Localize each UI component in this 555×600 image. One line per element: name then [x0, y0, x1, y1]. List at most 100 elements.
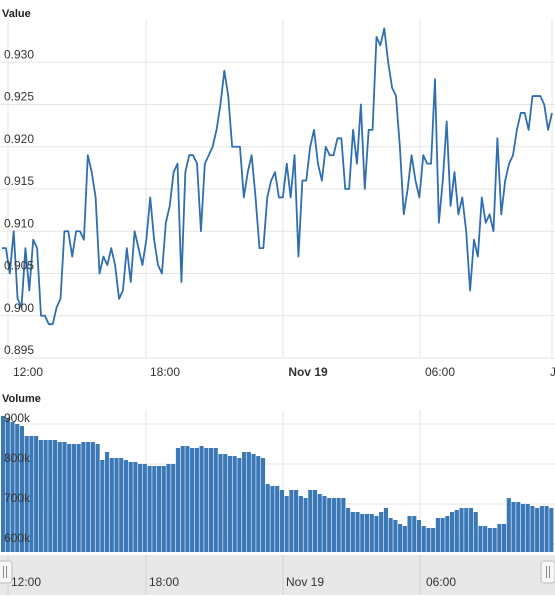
- volume-bar: [24, 436, 29, 552]
- volume-bar: [161, 466, 166, 552]
- volume-bar: [119, 458, 124, 552]
- navigator-right-handle-grip[interactable]: [540, 560, 555, 584]
- volume-bar: [246, 452, 251, 552]
- volume-bar: [227, 456, 232, 552]
- value-y-tick-label: 0.925: [4, 90, 34, 104]
- volume-bar: [364, 514, 370, 552]
- value-x-tick-label: 06:00: [425, 365, 455, 379]
- volume-bar: [511, 502, 516, 552]
- volume-bar: [152, 466, 157, 552]
- volume-bar: [5, 418, 10, 552]
- volume-bar: [360, 514, 365, 552]
- volume-bar: [34, 436, 39, 552]
- value-y-tick-label: 0.910: [4, 216, 34, 230]
- volume-bar: [76, 444, 81, 552]
- navigator-left-handle[interactable]: [0, 560, 13, 584]
- volume-panel-title: Volume: [2, 393, 41, 405]
- volume-bar: [379, 512, 384, 552]
- value-panel-title: Value: [2, 8, 31, 20]
- volume-bar: [383, 508, 388, 552]
- value-y-tick-label: 0.930: [4, 47, 34, 61]
- volume-bar: [15, 424, 20, 552]
- volume-bar: [440, 518, 445, 552]
- volume-bar: [492, 528, 497, 552]
- value-y-tick-label: 0.920: [4, 132, 34, 146]
- navigator-x-tick-label: Nov 19: [286, 575, 324, 589]
- volume-bar: [156, 466, 162, 552]
- volume-bar: [171, 464, 176, 552]
- volume-bar: [539, 506, 544, 552]
- volume-bar-layer: [1, 416, 554, 552]
- volume-bar: [86, 442, 91, 552]
- volume-bar: [530, 506, 535, 552]
- volume-bar: [388, 518, 393, 552]
- volume-bar: [147, 466, 152, 552]
- volume-bar: [487, 528, 492, 552]
- value-y-tick-label: 0.900: [4, 301, 34, 315]
- volume-bar: [62, 442, 67, 552]
- value-x-tick-label: 12:00: [13, 365, 43, 379]
- volume-bar: [190, 448, 195, 552]
- volume-bar: [435, 518, 440, 552]
- volume-bar: [322, 496, 327, 552]
- volume-bar: [473, 512, 478, 552]
- volume-bar: [478, 526, 483, 552]
- volume-bar: [67, 444, 72, 552]
- value-x-tick-label: 18:00: [150, 365, 180, 379]
- volume-bar: [416, 520, 422, 552]
- volume-bar: [341, 498, 346, 552]
- navigator-background: [0, 555, 555, 595]
- volume-bar: [213, 448, 218, 552]
- volume-bar: [544, 506, 549, 552]
- volume-bar: [232, 456, 237, 552]
- volume-bar: [350, 512, 355, 552]
- volume-bar: [237, 458, 242, 552]
- volume-y-tick-label: 700k: [4, 491, 31, 505]
- volume-bar: [426, 528, 431, 552]
- volume-bar: [242, 452, 247, 552]
- volume-bar: [535, 508, 540, 552]
- volume-bar: [464, 508, 469, 552]
- navigator-right-handle[interactable]: [540, 560, 555, 584]
- volume-bar: [208, 448, 214, 552]
- volume-bar: [284, 496, 289, 552]
- volume-bar: [194, 448, 199, 552]
- volume-bar: [199, 446, 204, 552]
- navigator-x-tick-label: 12:00: [11, 575, 41, 589]
- navigator-x-tick-label: 18:00: [149, 575, 179, 589]
- volume-bar: [10, 422, 15, 552]
- volume-bar: [445, 516, 450, 552]
- value-series-line: [2, 27, 553, 326]
- value-x-tick-label: Nov 19: [288, 365, 328, 379]
- volume-bar: [331, 498, 336, 552]
- volume-bar: [312, 490, 318, 552]
- volume-bar: [497, 524, 502, 552]
- volume-y-tick-label: 800k: [4, 451, 31, 465]
- value-line-layer: [2, 27, 553, 326]
- navigator-left-handle-grip[interactable]: [0, 560, 13, 584]
- volume-bar: [407, 516, 412, 552]
- volume-bar: [71, 444, 77, 552]
- volume-bar: [398, 524, 403, 552]
- volume-bar: [265, 484, 270, 552]
- volume-bar: [43, 440, 48, 552]
- volume-bar: [525, 504, 530, 552]
- volume-bar: [450, 512, 455, 552]
- volume-bar: [29, 436, 34, 552]
- volume-bar: [123, 460, 129, 552]
- volume-bar: [459, 508, 464, 552]
- volume-bar: [502, 524, 507, 552]
- volume-bar: [138, 464, 143, 552]
- volume-bar: [204, 448, 209, 552]
- volume-bar: [180, 446, 185, 552]
- volume-bar: [100, 460, 105, 552]
- volume-bar: [1, 416, 6, 552]
- volume-bar: [104, 452, 110, 552]
- navigator[interactable]: 12:00 18:00 Nov 19 06:00: [0, 555, 555, 595]
- volume-bar: [468, 508, 474, 552]
- volume-bar: [223, 454, 228, 552]
- volume-bar: [303, 498, 308, 552]
- volume-bar: [483, 526, 488, 552]
- volume-bar: [506, 498, 511, 552]
